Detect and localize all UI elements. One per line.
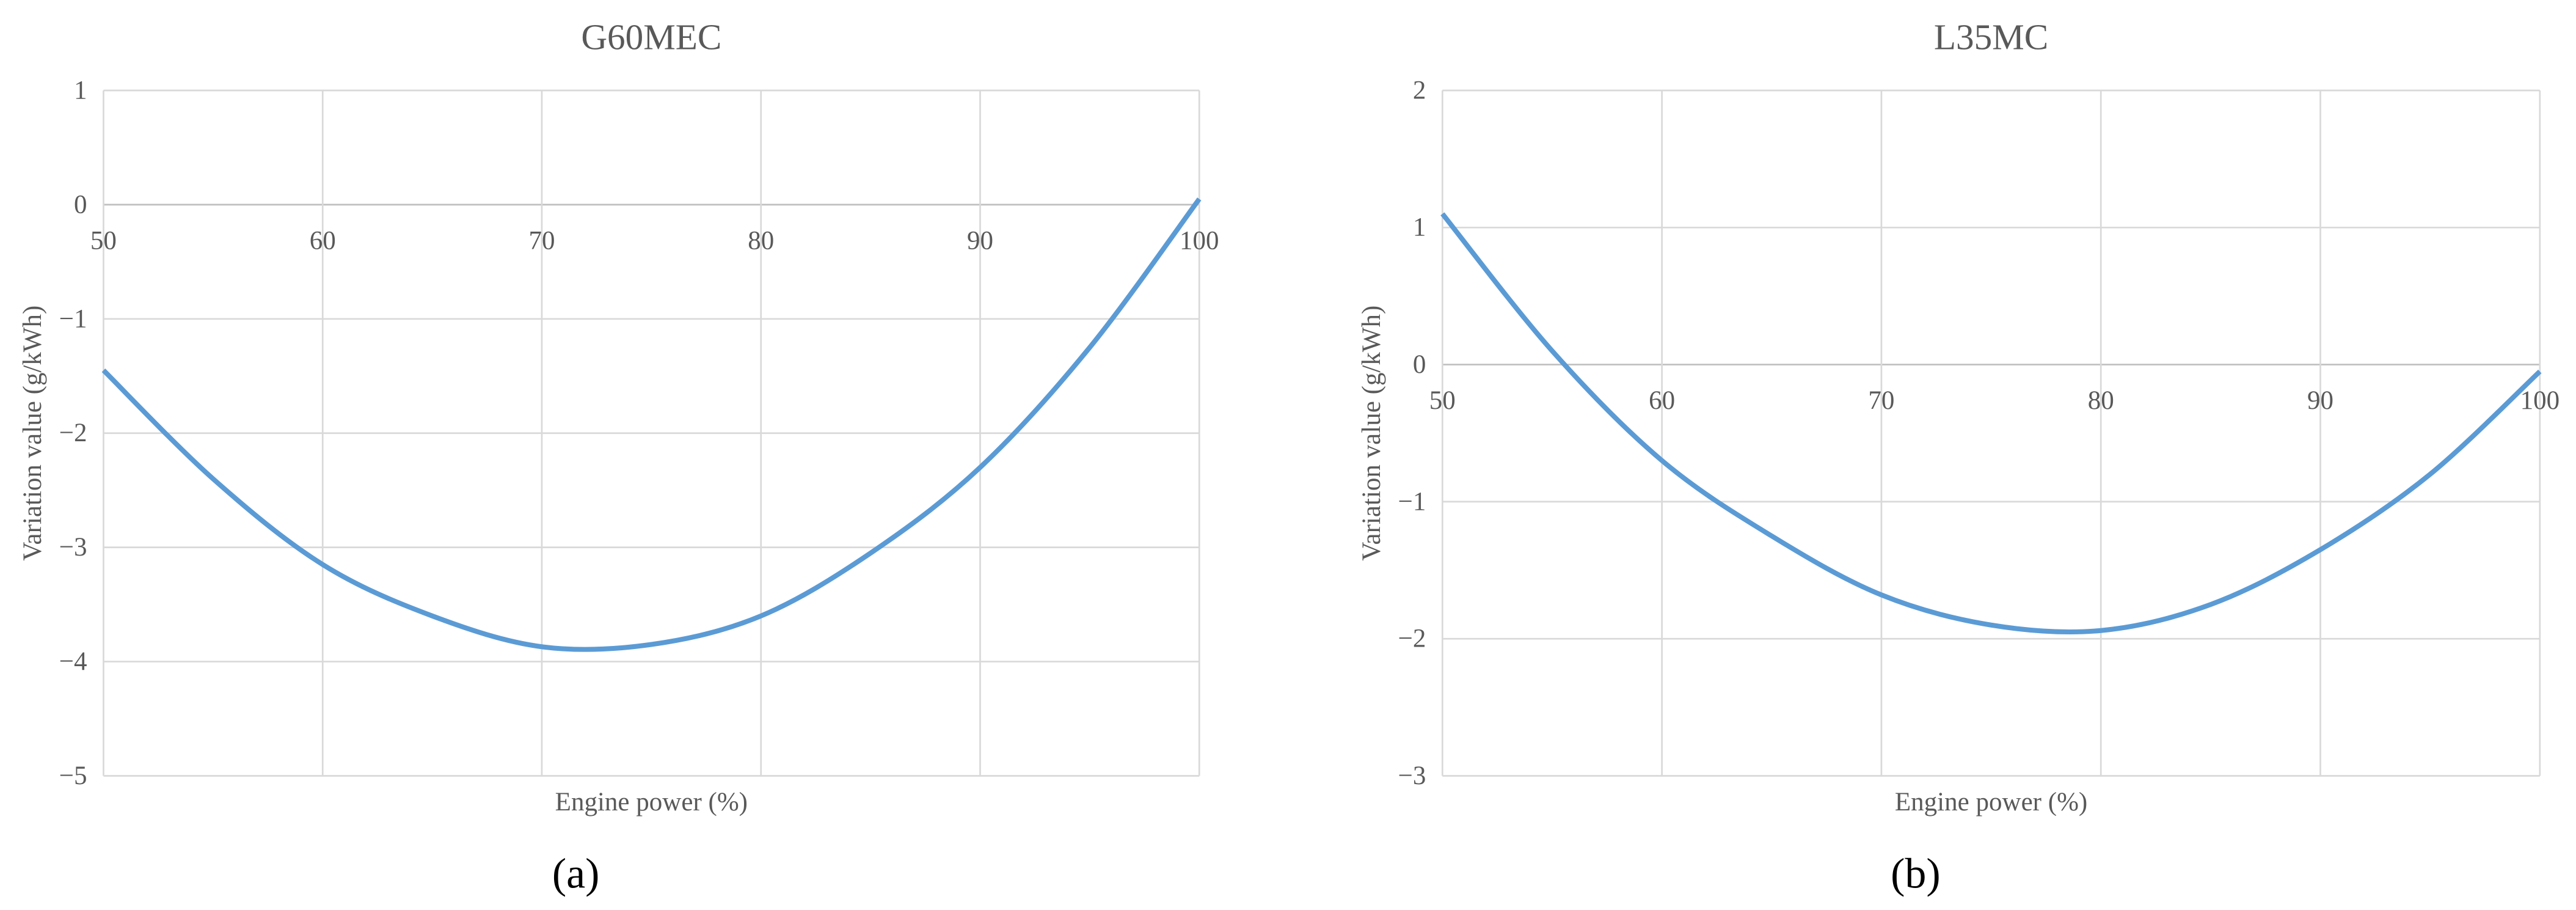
y-tick-label: 2 — [1413, 76, 1426, 105]
x-tick-label: 50 — [90, 227, 117, 255]
x-tick-label: 100 — [1180, 227, 1219, 255]
line — [101, 197, 1202, 652]
x-tick-label: 60 — [310, 227, 336, 255]
x-tick-label: 90 — [2307, 386, 2333, 415]
y-tick-label: −1 — [59, 304, 87, 333]
x-tick-label: 80 — [2088, 386, 2114, 415]
y-tick-label: −5 — [59, 761, 87, 790]
x-tick-label: 80 — [748, 227, 774, 255]
y-tick-label: −3 — [59, 533, 87, 562]
y-axis-label: Variation value (g/kWh) — [1357, 306, 1386, 561]
y-tick-label: 0 — [1413, 350, 1426, 379]
chart-title: L35MC — [1934, 17, 2048, 57]
x-tick-label: 100 — [2520, 386, 2560, 415]
x-tick-label: 60 — [1649, 386, 1675, 415]
y-tick-label: 1 — [74, 76, 87, 105]
y-tick-label: 0 — [74, 190, 87, 219]
y-tick-label: 1 — [1413, 213, 1426, 242]
panel-label: (b) — [1891, 850, 1941, 897]
line — [1440, 212, 2542, 635]
y-tick-label: −4 — [59, 647, 87, 676]
panel-label: (a) — [552, 850, 600, 897]
y-tick-label: −2 — [1398, 625, 1426, 653]
y-tick-label: −3 — [1398, 761, 1426, 790]
x-tick-label: 70 — [1868, 386, 1894, 415]
x-axis-label: Engine power (%) — [555, 788, 748, 816]
chart-title: G60MEC — [581, 17, 721, 57]
x-tick-label: 50 — [1429, 386, 1456, 415]
y-axis-label: Variation value (g/kWh) — [18, 306, 47, 561]
x-tick-label: 70 — [528, 227, 555, 255]
y-tick-label: −2 — [59, 419, 87, 447]
x-axis-label: Engine power (%) — [1895, 788, 2087, 816]
x-tick-label: 90 — [967, 227, 993, 255]
y-tick-label: −1 — [1398, 487, 1426, 516]
